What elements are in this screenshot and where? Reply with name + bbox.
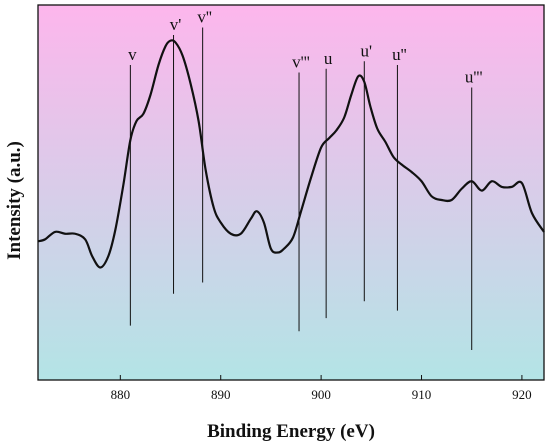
peak-marker-label: v' [170,15,182,34]
peak-marker-label: u [324,49,333,68]
x-tick-label: 910 [412,387,432,402]
plot-frame [37,4,545,381]
x-axis: 880 890 900 910 920 [111,375,532,402]
peak-marker-label: v'' [197,8,212,27]
x-tick-label: 900 [311,387,331,402]
peak-marker-label: u'' [392,45,407,64]
peak-marker-label: v [128,45,137,64]
x-tick-label: 880 [111,387,131,402]
x-tick-label: 920 [512,387,532,402]
peak-marker-label: u' [361,41,373,60]
peak-marker-label: u''' [465,68,483,87]
y-axis-title: Intensity (a.u.) [4,141,25,260]
x-tick-label: 890 [211,387,231,402]
x-axis-title: Binding Energy (eV) [207,421,375,442]
series-layer [37,39,545,269]
series-line [37,39,545,269]
peak-markers: v v' v'' v''' u u' u'' u''' [128,8,483,350]
peak-marker-label: v''' [292,53,310,72]
plot-background [38,5,544,380]
